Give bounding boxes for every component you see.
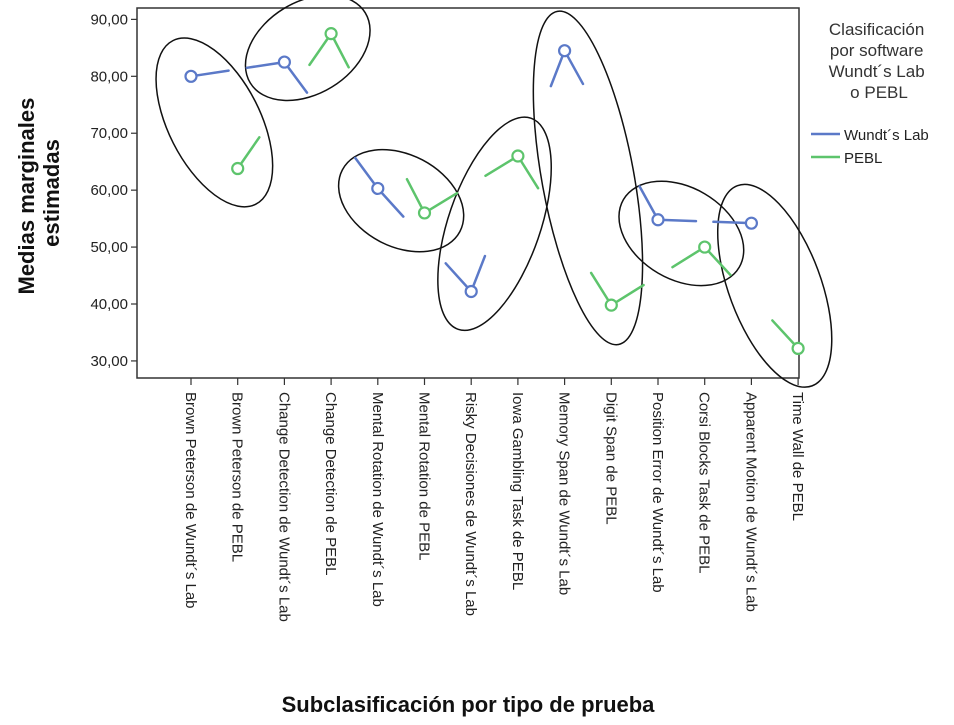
data-point xyxy=(651,213,665,227)
y-axis-title: Medias marginales estimadas xyxy=(14,92,64,295)
group-ellipse xyxy=(155,37,274,208)
series-pebl xyxy=(231,27,805,355)
data-point xyxy=(417,206,432,220)
x-tick-label: Corsi Blocks Task de PEBL xyxy=(696,392,713,573)
x-axis-title: Subclasificación por tipo de prueba xyxy=(282,692,656,717)
y-tick-label: 70,00 xyxy=(90,125,128,142)
x-tick-label: Memory Span de Wundt´s Lab xyxy=(556,392,573,595)
y-axis-title-line-1: Medias marginales xyxy=(14,98,39,295)
x-tick-label: Digit Span de PEBL xyxy=(602,392,619,525)
legend: Clasificación por software Wundt´s Lab o… xyxy=(811,20,929,167)
legend-title-line-1: Clasificación xyxy=(829,20,924,39)
legend-entry-wundts-lab: Wundt´s Lab xyxy=(844,127,929,144)
data-point xyxy=(604,298,618,312)
x-axis: Brown Peterson de Wundt´s Lab Brown Peter… xyxy=(182,378,806,622)
data-point xyxy=(324,27,338,41)
data-point xyxy=(557,44,572,58)
x-tick-label: Apparent Motion de Wundt´s Lab xyxy=(742,392,759,612)
x-tick-label: Change Detection de Wundt´s Lab xyxy=(275,392,292,622)
group-ellipses xyxy=(155,0,833,388)
group-ellipse xyxy=(532,10,644,346)
y-tick-label: 90,00 xyxy=(90,11,128,28)
x-tick-label: Time Wall de PEBL xyxy=(789,392,806,521)
x-tick-label: Brown Peterson de Wundt´s Lab xyxy=(182,392,199,609)
x-tick-label: Mental Rotation de Wundt´s Lab xyxy=(369,392,386,607)
x-tick-label: Brown Peterson de PEBL xyxy=(229,392,246,562)
group-ellipse xyxy=(618,180,745,287)
x-tick-label: Risky Decisiones de Wundt´s Lab xyxy=(462,392,479,616)
group-ellipse xyxy=(716,183,833,388)
y-axis-title-line-2: estimadas xyxy=(39,139,64,247)
legend-title-line-3: Wundt´s Lab xyxy=(829,62,925,81)
legend-title: Clasificación por software Wundt´s Lab o… xyxy=(829,20,930,102)
legend-title-line-4: o PEBL xyxy=(850,83,908,102)
y-tick-label: 50,00 xyxy=(90,239,128,256)
legend-title-line-2: por software xyxy=(830,41,924,60)
y-tick-label: 30,00 xyxy=(90,353,128,370)
y-axis: 30,00 40,00 50,00 60,00 70,00 80,00 90,00 xyxy=(90,11,137,370)
y-tick-label: 80,00 xyxy=(90,68,128,85)
data-point xyxy=(277,55,291,69)
x-tick-label: Iowa Gambling Task de PEBL xyxy=(509,392,526,590)
group-ellipse xyxy=(437,116,553,332)
data-point xyxy=(744,216,759,230)
y-tick-label: 60,00 xyxy=(90,182,128,199)
data-point xyxy=(231,161,245,176)
group-ellipse xyxy=(337,148,465,253)
data-point xyxy=(464,284,478,299)
plot-area xyxy=(136,7,800,379)
data-point xyxy=(371,181,385,196)
data-point xyxy=(184,69,198,83)
y-tick-label: 40,00 xyxy=(90,296,128,313)
data-point xyxy=(698,240,712,254)
data-point xyxy=(511,149,525,163)
x-tick-label: Mental Rotation de PEBL xyxy=(416,392,433,560)
x-tick-label: Position Error de Wundt´s Lab xyxy=(649,392,666,593)
group-ellipse xyxy=(244,0,371,102)
series-wundts-lab xyxy=(184,44,759,299)
legend-entry-pebl: PEBL xyxy=(844,150,882,167)
data-point xyxy=(791,341,805,355)
series-layer xyxy=(184,27,805,355)
x-tick-label: Change Detection de PEBL xyxy=(322,392,339,575)
